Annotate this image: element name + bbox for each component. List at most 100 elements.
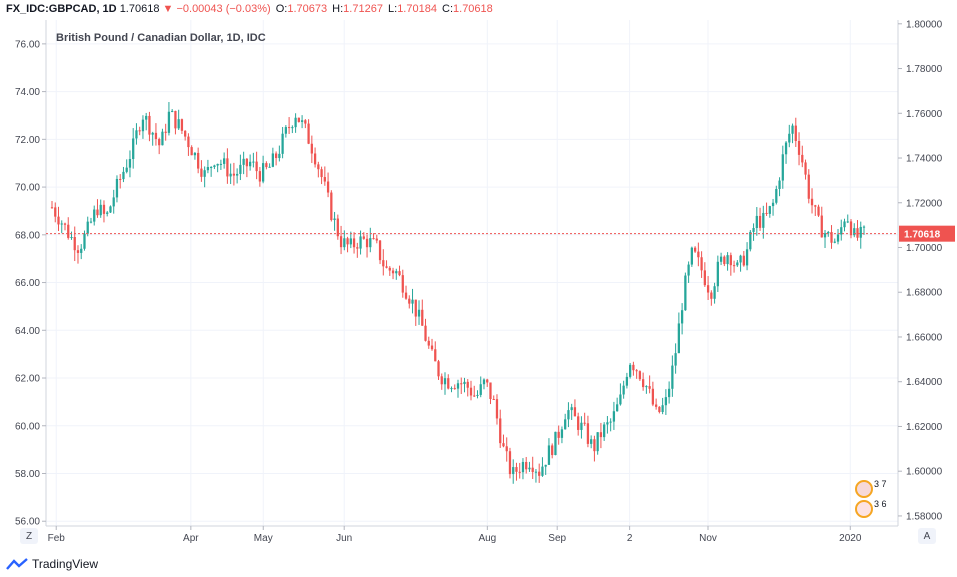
candle-body — [99, 204, 102, 216]
candle-body — [775, 188, 778, 203]
time-tick-label: Jun — [336, 533, 352, 544]
candle-body — [671, 365, 674, 389]
candle-body — [128, 158, 132, 168]
candle-body — [645, 386, 648, 388]
candle-body — [564, 419, 567, 430]
left-axis[interactable]: 76.00 74.00 72.00 70.00 68.00 66.00 64.00 62.00… — [15, 39, 46, 528]
candle-body — [794, 125, 797, 141]
time-tick-label: Sep — [548, 533, 566, 544]
close-value: 1.70618 — [453, 3, 493, 15]
right-tick-label: 1.76000 — [906, 109, 943, 120]
candle-body — [684, 275, 687, 311]
candle-body — [784, 142, 788, 155]
candle-body — [654, 404, 658, 407]
candle-body — [317, 164, 320, 170]
candle-body — [745, 249, 749, 266]
candle-series — [50, 102, 866, 484]
candle-body — [862, 226, 866, 228]
right-tick-label: 1.58000 — [906, 511, 943, 522]
candle-body — [453, 388, 456, 390]
candle-body — [492, 399, 495, 401]
candle-body — [346, 238, 349, 245]
candle-body — [515, 467, 518, 472]
candle-body — [557, 431, 560, 438]
candle-body — [148, 115, 151, 135]
candle-body — [583, 422, 586, 424]
right-tick-label: 1.80000 — [906, 19, 943, 30]
zoom-button[interactable]: Z — [20, 528, 38, 544]
candle-body — [274, 153, 278, 159]
candle-body — [586, 423, 590, 444]
price-change: −0.00043 (−0.03%) — [176, 3, 271, 15]
candle-body — [827, 231, 830, 234]
auto-scale-button[interactable]: A — [918, 528, 936, 544]
candle-body — [606, 422, 609, 425]
time-tick-label: Nov — [699, 533, 717, 544]
candle-body — [320, 169, 323, 178]
candle-body — [382, 260, 385, 267]
candle-body — [223, 158, 226, 164]
candle-body — [508, 451, 512, 475]
candle-body — [398, 271, 401, 276]
candle-body — [609, 421, 612, 423]
candle-body — [313, 153, 317, 165]
candle-body — [115, 178, 119, 198]
tradingview-logo[interactable]: TradingView — [6, 557, 98, 571]
candle-body — [226, 158, 229, 177]
candle-body — [521, 461, 525, 473]
time-tick-label: Aug — [478, 533, 496, 544]
time-axis[interactable]: Feb Apr May Jun Aug Sep 2 Nov 2020 — [48, 526, 862, 544]
candle-body — [93, 209, 96, 222]
candle-body — [326, 181, 330, 193]
candle-body — [232, 173, 236, 176]
time-tick-label: Apr — [183, 533, 199, 544]
candle-body — [417, 309, 421, 317]
candle-body — [658, 406, 661, 412]
candle-body — [778, 180, 781, 189]
candle-body — [840, 227, 843, 235]
candle-body — [710, 292, 713, 299]
candle-body — [603, 424, 606, 438]
candle-body — [184, 130, 187, 137]
candle-body — [190, 147, 193, 156]
left-tick-label: 56.00 — [15, 517, 40, 528]
candle-body — [580, 422, 583, 430]
candle-body — [638, 371, 642, 380]
candle-body — [736, 262, 739, 266]
candle-body — [729, 255, 732, 266]
candle-body — [362, 236, 365, 239]
candle-body — [463, 381, 466, 385]
candle-body — [307, 123, 310, 144]
candle-body — [304, 120, 307, 124]
candle-body — [713, 286, 716, 299]
candle-body — [541, 466, 544, 476]
left-tick-label: 60.00 — [15, 421, 40, 432]
candle-body — [570, 407, 573, 411]
candle-body — [830, 231, 833, 243]
candle-body — [291, 127, 294, 129]
candle-body — [651, 388, 655, 405]
candle-body — [261, 163, 265, 182]
candle-body — [63, 223, 67, 225]
candle-body — [213, 165, 216, 167]
right-axis[interactable]: 1.80000 1.78000 1.76000 1.74000 1.72000 1.700… — [898, 19, 943, 522]
candle-body — [60, 223, 63, 225]
candle-body — [135, 130, 138, 139]
candle-body — [187, 136, 190, 148]
open-label: O: — [275, 3, 288, 15]
candle-body — [369, 238, 372, 248]
candle-body — [427, 340, 430, 346]
candle-body — [551, 445, 554, 456]
candle-body — [577, 416, 580, 430]
brand-name: TradingView — [32, 557, 99, 571]
candle-body — [443, 378, 447, 385]
canada-flag-icon[interactable] — [855, 500, 873, 518]
candle-body — [378, 240, 382, 261]
candle-body — [167, 111, 171, 133]
candle-body — [703, 270, 706, 286]
uk-flag-icon[interactable] — [855, 480, 873, 498]
candle-body — [330, 192, 333, 221]
candle-body — [693, 247, 697, 252]
candle-body — [833, 241, 836, 243]
